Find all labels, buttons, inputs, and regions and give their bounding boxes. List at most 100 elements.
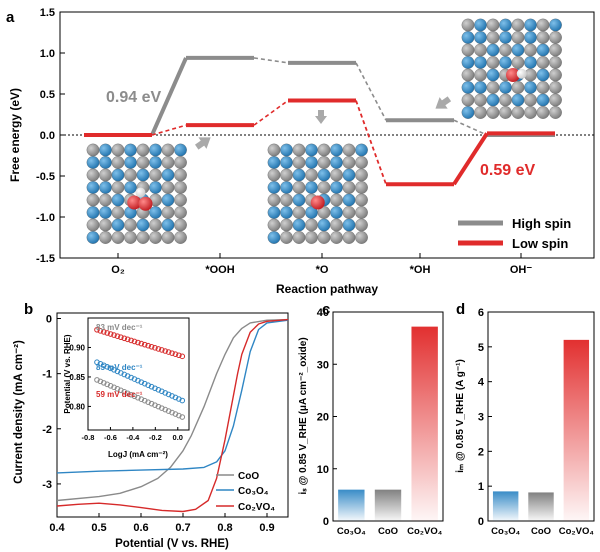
atom bbox=[267, 181, 281, 194]
inset-point bbox=[94, 359, 100, 366]
inset-x-tick-label: -0.8 bbox=[82, 433, 95, 442]
atom-hydrogen bbox=[516, 68, 527, 79]
panel-b-ylabel: Current density (mA cm⁻²) bbox=[13, 340, 25, 484]
inset-point bbox=[128, 337, 134, 344]
panel-d-ylabel: iₘ @ 0.85 V_RHE (A g⁻¹) bbox=[455, 359, 466, 473]
atom bbox=[280, 168, 293, 182]
inset-point bbox=[172, 394, 179, 401]
inset-xlabel: LogJ (mA cm⁻²) bbox=[108, 450, 168, 459]
atom bbox=[267, 168, 281, 182]
atom bbox=[99, 193, 112, 207]
x-tick-label: Co₂VO₄ bbox=[407, 526, 443, 537]
panel-letter-b: b bbox=[24, 301, 33, 318]
inset-point bbox=[162, 390, 169, 396]
atom bbox=[330, 143, 343, 157]
inset-series bbox=[94, 377, 186, 420]
atom bbox=[136, 231, 150, 244]
series-low-spin bbox=[84, 98, 555, 187]
atom bbox=[111, 156, 125, 169]
connector bbox=[253, 57, 289, 64]
atom bbox=[149, 218, 162, 232]
atom bbox=[499, 18, 512, 32]
atom bbox=[161, 193, 175, 207]
atom bbox=[330, 218, 343, 232]
curve-coo bbox=[56, 318, 289, 502]
inset-y-tick-label: 0.85 bbox=[69, 373, 85, 382]
atom bbox=[342, 218, 356, 232]
atom bbox=[161, 143, 175, 157]
atom bbox=[342, 206, 356, 219]
inset-point bbox=[94, 377, 100, 383]
inset-point bbox=[128, 391, 134, 398]
atom bbox=[499, 43, 512, 57]
inset-point bbox=[152, 385, 158, 392]
atom bbox=[136, 168, 150, 182]
inset-point bbox=[111, 332, 117, 338]
inset-point bbox=[138, 379, 145, 385]
inset-y-tick-label: 0.80 bbox=[69, 402, 85, 411]
y-tick-label: 1 bbox=[478, 481, 484, 493]
x-tick-label: 0.7 bbox=[175, 522, 190, 534]
atom bbox=[149, 181, 162, 194]
atom bbox=[486, 18, 500, 32]
atom bbox=[524, 81, 537, 94]
atom bbox=[355, 143, 368, 157]
atom bbox=[86, 156, 100, 169]
inset-point bbox=[158, 388, 165, 395]
curve-co3o4 bbox=[56, 319, 289, 474]
atom bbox=[330, 193, 343, 207]
inset-point bbox=[141, 380, 148, 387]
inset-point bbox=[176, 396, 182, 402]
atom bbox=[280, 218, 293, 232]
atom bbox=[136, 218, 150, 232]
inset-point bbox=[131, 338, 138, 345]
atom bbox=[111, 181, 125, 194]
atom bbox=[292, 168, 306, 182]
panel-letter-a: a bbox=[6, 9, 15, 26]
atom bbox=[486, 43, 500, 57]
atom bbox=[461, 43, 475, 57]
atom bbox=[111, 206, 125, 219]
atom-hydrogen bbox=[135, 187, 146, 198]
inset-point bbox=[107, 331, 114, 337]
inset-point bbox=[135, 394, 141, 401]
atom bbox=[174, 181, 187, 194]
x-tick-label: Co₂VO₄ bbox=[559, 526, 595, 537]
atom bbox=[292, 143, 306, 157]
atom bbox=[461, 18, 475, 32]
inset-point bbox=[155, 346, 162, 352]
atom bbox=[136, 143, 150, 157]
atom bbox=[174, 193, 187, 207]
y-tick-label: 6 bbox=[478, 307, 484, 319]
atom bbox=[317, 156, 331, 169]
panel-b-legend: CoO Co₃O₄ Co₂VO₄ bbox=[216, 471, 275, 513]
atom bbox=[174, 231, 187, 244]
atom bbox=[99, 168, 112, 182]
atom bbox=[511, 81, 525, 94]
inset-point bbox=[118, 370, 124, 376]
inset-series bbox=[94, 326, 186, 360]
panel-letter-c: c bbox=[322, 301, 330, 318]
inset-point bbox=[145, 382, 151, 389]
inset-point bbox=[107, 383, 114, 389]
y-tick-label: 0 bbox=[46, 314, 52, 326]
atom bbox=[355, 156, 368, 169]
atom bbox=[486, 31, 500, 44]
legend-label-co3o4: Co₃O₄ bbox=[238, 486, 269, 497]
inset-point bbox=[111, 384, 117, 391]
atom bbox=[461, 68, 475, 82]
atom bbox=[474, 93, 487, 107]
inset-point bbox=[141, 397, 148, 404]
atom bbox=[355, 218, 368, 232]
atom bbox=[511, 56, 525, 69]
y-tick-label: 1.5 bbox=[40, 7, 55, 19]
atom bbox=[292, 181, 306, 194]
atom bbox=[524, 18, 537, 32]
inset-point bbox=[179, 397, 186, 404]
atom bbox=[317, 218, 331, 232]
atom bbox=[461, 56, 475, 69]
connector bbox=[253, 99, 289, 126]
atom bbox=[342, 193, 356, 207]
atom bbox=[499, 56, 512, 69]
